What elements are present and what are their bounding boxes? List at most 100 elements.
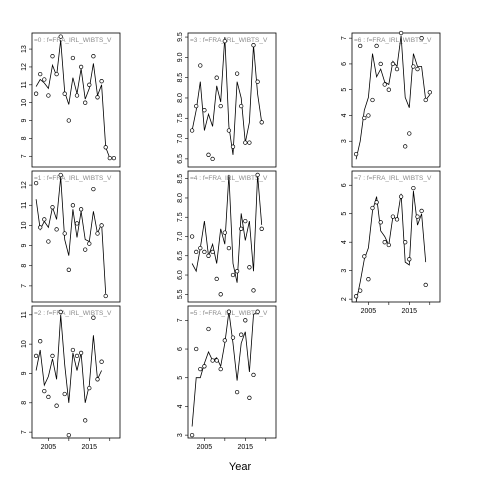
y-tick-label: 7.0 xyxy=(177,232,184,242)
data-point xyxy=(38,339,43,344)
panel-5: =7 : f=FRA_IRL_WIBTS_V 2 3 4 5 6 2005 2015 xyxy=(341,170,441,315)
y-tick-label: 6.5 xyxy=(177,154,184,164)
series-line xyxy=(191,174,263,283)
data-point xyxy=(83,418,88,423)
data-point xyxy=(54,403,59,408)
y-tick-label: 9.5 xyxy=(177,32,184,42)
data-point xyxy=(74,353,80,359)
data-point xyxy=(91,186,96,192)
y-tick-label: 12 xyxy=(21,181,28,189)
y-tick-label: 7 xyxy=(177,318,184,322)
data-point xyxy=(243,318,248,323)
y-tick-label: 7 xyxy=(341,36,348,40)
data-point xyxy=(87,241,92,246)
panel-frame xyxy=(31,32,121,168)
data-point xyxy=(46,394,51,400)
data-point xyxy=(66,267,71,272)
x-axis-title: Year xyxy=(229,461,252,473)
data-point xyxy=(189,432,195,438)
data-point xyxy=(259,120,264,125)
data-point xyxy=(210,156,215,162)
y-tick-label: 7 xyxy=(21,430,28,434)
data-point xyxy=(42,217,47,222)
panel-4: =4 : f=FRA_IRL_WIBTS_V5.56.06.57.07.58.0… xyxy=(177,170,277,303)
y-tick-label: 5 xyxy=(341,88,348,92)
x-tick-label: 2005 xyxy=(41,444,57,451)
y-tick-label: 7 xyxy=(21,154,28,158)
data-point xyxy=(362,115,367,121)
panel-frame xyxy=(31,305,121,439)
data-point xyxy=(398,30,404,36)
data-point xyxy=(189,234,195,239)
y-tick-label: 6 xyxy=(341,183,348,187)
data-point xyxy=(70,203,76,208)
data-point xyxy=(411,64,416,69)
data-point xyxy=(259,226,264,231)
data-point xyxy=(390,214,396,219)
panel-strip-label: =3 : f=FRA_IRL_WIBTS_V xyxy=(190,37,268,44)
data-point xyxy=(42,388,47,394)
data-point xyxy=(46,93,51,98)
data-point xyxy=(218,292,223,297)
y-tick-label: 11 xyxy=(21,311,28,318)
data-point xyxy=(66,432,71,438)
y-tick-label: 10 xyxy=(21,99,28,107)
data-point xyxy=(50,54,55,59)
data-point xyxy=(403,144,408,149)
data-point xyxy=(222,38,227,44)
data-point xyxy=(202,249,207,255)
data-point xyxy=(398,194,404,199)
y-tick-label: 8 xyxy=(21,264,28,268)
data-point xyxy=(99,359,104,364)
data-point xyxy=(91,54,96,59)
data-point xyxy=(38,225,43,230)
data-point xyxy=(386,87,391,92)
data-point xyxy=(222,230,227,235)
series-line xyxy=(191,311,258,427)
data-point xyxy=(54,227,59,232)
panel-1: =3 : f=FRA_IRL_WIBTS_V 6.5 7.0 7.5 8.0 8.5 9.0… xyxy=(177,32,277,168)
data-point xyxy=(251,288,256,293)
x-tick-label: 2005 xyxy=(361,308,377,315)
data-point xyxy=(243,140,248,145)
data-point xyxy=(206,253,211,258)
series-line xyxy=(191,37,263,155)
panel-strip-label: =0 : f=FRA_IRL_WIBTS_V xyxy=(34,37,112,44)
data-point xyxy=(70,347,76,353)
data-point xyxy=(427,90,432,95)
panel-strip-label: =2 : f=FRA_IRL_WIBTS_V xyxy=(34,310,112,317)
data-point xyxy=(54,71,59,77)
data-point xyxy=(111,155,117,161)
data-point xyxy=(62,91,67,96)
panel-3: =1 : f=FRA_IRL_WIBTS_V 7 8 9 10 11 12 xyxy=(21,170,121,303)
y-tick-label: 8.0 xyxy=(177,93,184,103)
data-point xyxy=(70,55,76,61)
y-tick-label: 5 xyxy=(341,212,348,216)
data-point xyxy=(58,172,63,178)
data-point xyxy=(202,108,207,113)
y-tick-label: 4 xyxy=(341,240,348,244)
data-point xyxy=(99,79,104,84)
y-tick-label: 6 xyxy=(177,347,184,351)
panel-2: =6 : f=FRA_IRL_WIBTS_V 3 4 5 6 7 xyxy=(341,30,441,168)
data-point xyxy=(239,226,244,231)
data-point xyxy=(362,254,367,259)
data-point xyxy=(194,103,199,109)
data-point xyxy=(239,103,244,109)
data-point xyxy=(214,358,219,363)
data-point xyxy=(378,61,383,67)
data-point xyxy=(423,97,428,103)
data-point xyxy=(74,93,80,98)
data-point xyxy=(50,353,55,359)
data-point xyxy=(226,309,232,314)
panel-strip-label: =7 : f=FRA_IRL_WIBTS_V xyxy=(354,175,432,182)
data-point xyxy=(255,172,260,178)
data-point xyxy=(382,240,387,245)
data-point xyxy=(366,113,371,118)
data-point xyxy=(415,66,420,72)
data-point xyxy=(226,128,232,133)
data-point xyxy=(243,218,248,224)
data-point xyxy=(95,231,100,236)
data-point xyxy=(198,366,203,372)
